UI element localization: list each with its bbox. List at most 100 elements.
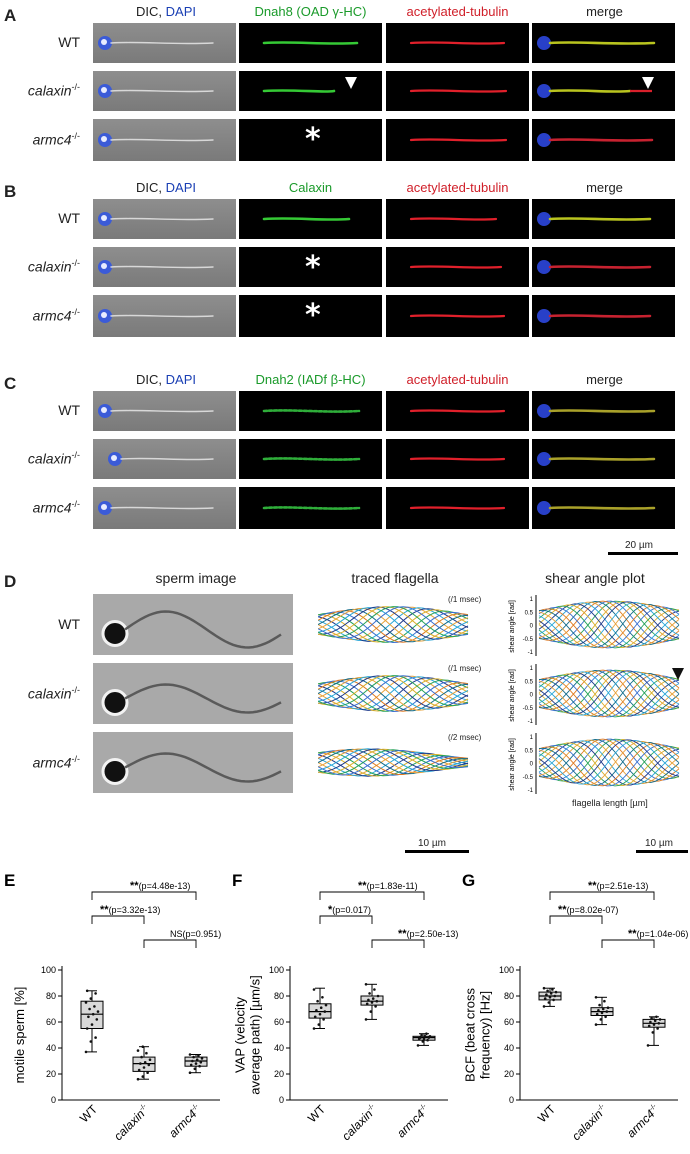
genotype-superscript: -/- <box>138 1102 148 1112</box>
p-value: (p=2.51e-13) <box>597 881 649 891</box>
x-category-label: calaxin-/- <box>569 1102 610 1143</box>
panel-d-scale-label-right: 10 µm <box>645 838 673 849</box>
data-point <box>425 1032 428 1035</box>
y-tick-label: 20 <box>504 1069 514 1079</box>
data-point <box>656 1027 659 1030</box>
y-axis-label: frequency) [Hz] <box>478 991 493 1079</box>
panel-d-header-sperm: sperm image <box>155 570 237 586</box>
flagellum <box>548 138 654 142</box>
traced-waveform <box>318 607 469 642</box>
data-point <box>85 1027 89 1030</box>
data-point <box>93 1005 96 1008</box>
y-tick-label: 60 <box>504 1017 514 1027</box>
traced-waveform <box>318 607 469 641</box>
data-point <box>658 1018 662 1021</box>
data-point <box>373 988 376 991</box>
traced-flagella <box>318 748 469 777</box>
sperm-head <box>101 620 129 647</box>
significance-stars: ** <box>100 904 109 916</box>
significance-stars: ** <box>558 904 567 916</box>
shear-tick-label: 0.5 <box>525 748 534 754</box>
sperm-head-highlight <box>101 263 107 269</box>
shear-angle-plot: shear angle [rad] 1 0.5 0 -0.5 -1 <box>509 733 680 794</box>
chart-panel-label: E <box>4 871 15 890</box>
flagellum <box>262 217 351 221</box>
panel-a-header-dnah8: Dnah8 (OAD γ-HC) <box>254 4 367 19</box>
data-point <box>188 1071 192 1074</box>
data-point <box>188 1053 192 1056</box>
shear-y-label: shear angle [rad] <box>509 738 516 791</box>
comparison-label: **(p=3.32e-13) <box>100 904 160 916</box>
data-point <box>140 1055 143 1059</box>
traced-waveform <box>318 679 469 712</box>
shear-curve <box>538 601 680 646</box>
p-value: (p=4.48e-13) <box>139 881 191 891</box>
comparison-label: **(p=8.02e-07) <box>558 904 618 916</box>
dapi-label: DAPI <box>165 372 196 387</box>
traced-waveform <box>318 610 469 643</box>
comparison-label: NS(p=0.951) <box>170 929 221 939</box>
panel-b-header-calaxin: Calaxin <box>288 180 333 195</box>
data-point <box>194 1062 198 1065</box>
merge-image <box>531 246 676 288</box>
shear-tick-label: -0.5 <box>523 706 534 712</box>
sperm-head <box>101 758 129 785</box>
data-point <box>368 992 371 995</box>
data-point <box>142 1066 146 1069</box>
data-point <box>647 1024 651 1028</box>
comparison-bracket <box>91 891 197 900</box>
traced-waveform <box>318 748 469 774</box>
shear-y-label: shear angle [rad] <box>509 669 516 722</box>
data-point <box>191 1059 194 1063</box>
row-label-armc4: armc4-/- <box>32 753 80 771</box>
data-point <box>599 1018 603 1021</box>
data-point <box>651 1031 655 1034</box>
genotype-superscript: -/- <box>648 1102 658 1112</box>
y-tick-label: 40 <box>46 1043 56 1053</box>
x-category-label: armc4-/- <box>394 1102 433 1141</box>
shear-curve <box>538 674 680 718</box>
y-axis-label: average path) [µm/s] <box>248 975 263 1095</box>
sperm-head <box>537 212 551 226</box>
x-category-label: calaxin-/- <box>111 1102 152 1143</box>
red-image <box>385 70 530 112</box>
data-point <box>552 998 555 1002</box>
green-image <box>238 390 383 432</box>
shear-curve <box>538 601 680 647</box>
data-point <box>91 1012 95 1016</box>
y-tick-label: 80 <box>504 991 514 1001</box>
comparison-bracket <box>549 915 603 924</box>
comparison-bracket <box>319 915 373 924</box>
flagellum <box>409 409 506 413</box>
data-point <box>313 1015 317 1019</box>
data-point <box>315 1009 318 1012</box>
merge-image <box>531 198 676 240</box>
data-point <box>548 996 552 999</box>
flagellum <box>110 314 214 318</box>
data-point <box>89 997 93 1000</box>
shear-tick-label: -1 <box>528 719 534 725</box>
row-label-wt: WT <box>58 615 80 632</box>
data-point <box>547 1001 551 1004</box>
data-point <box>594 1023 598 1026</box>
flagellum <box>110 506 214 510</box>
data-point <box>375 999 379 1003</box>
data-point <box>148 1058 152 1061</box>
significance-stars: ** <box>398 928 407 940</box>
significance-stars: ** <box>358 880 367 892</box>
shear-curve <box>538 738 680 783</box>
data-point <box>595 1012 599 1016</box>
p-value: (p=0.017) <box>332 905 371 915</box>
red-image <box>385 118 530 162</box>
data-point <box>324 1003 328 1007</box>
data-point <box>420 1033 423 1037</box>
traced-flagella <box>318 606 469 644</box>
sperm-head-highlight <box>111 455 117 461</box>
row-label-calaxin: calaxin-/- <box>27 258 80 275</box>
y-axis-label: BCF (beat cross <box>463 988 478 1082</box>
flagellum <box>110 89 214 93</box>
data-point <box>423 1035 427 1038</box>
flagellum <box>409 506 506 510</box>
shear-tick-label: -0.5 <box>523 775 534 781</box>
shear-curve <box>538 670 680 715</box>
